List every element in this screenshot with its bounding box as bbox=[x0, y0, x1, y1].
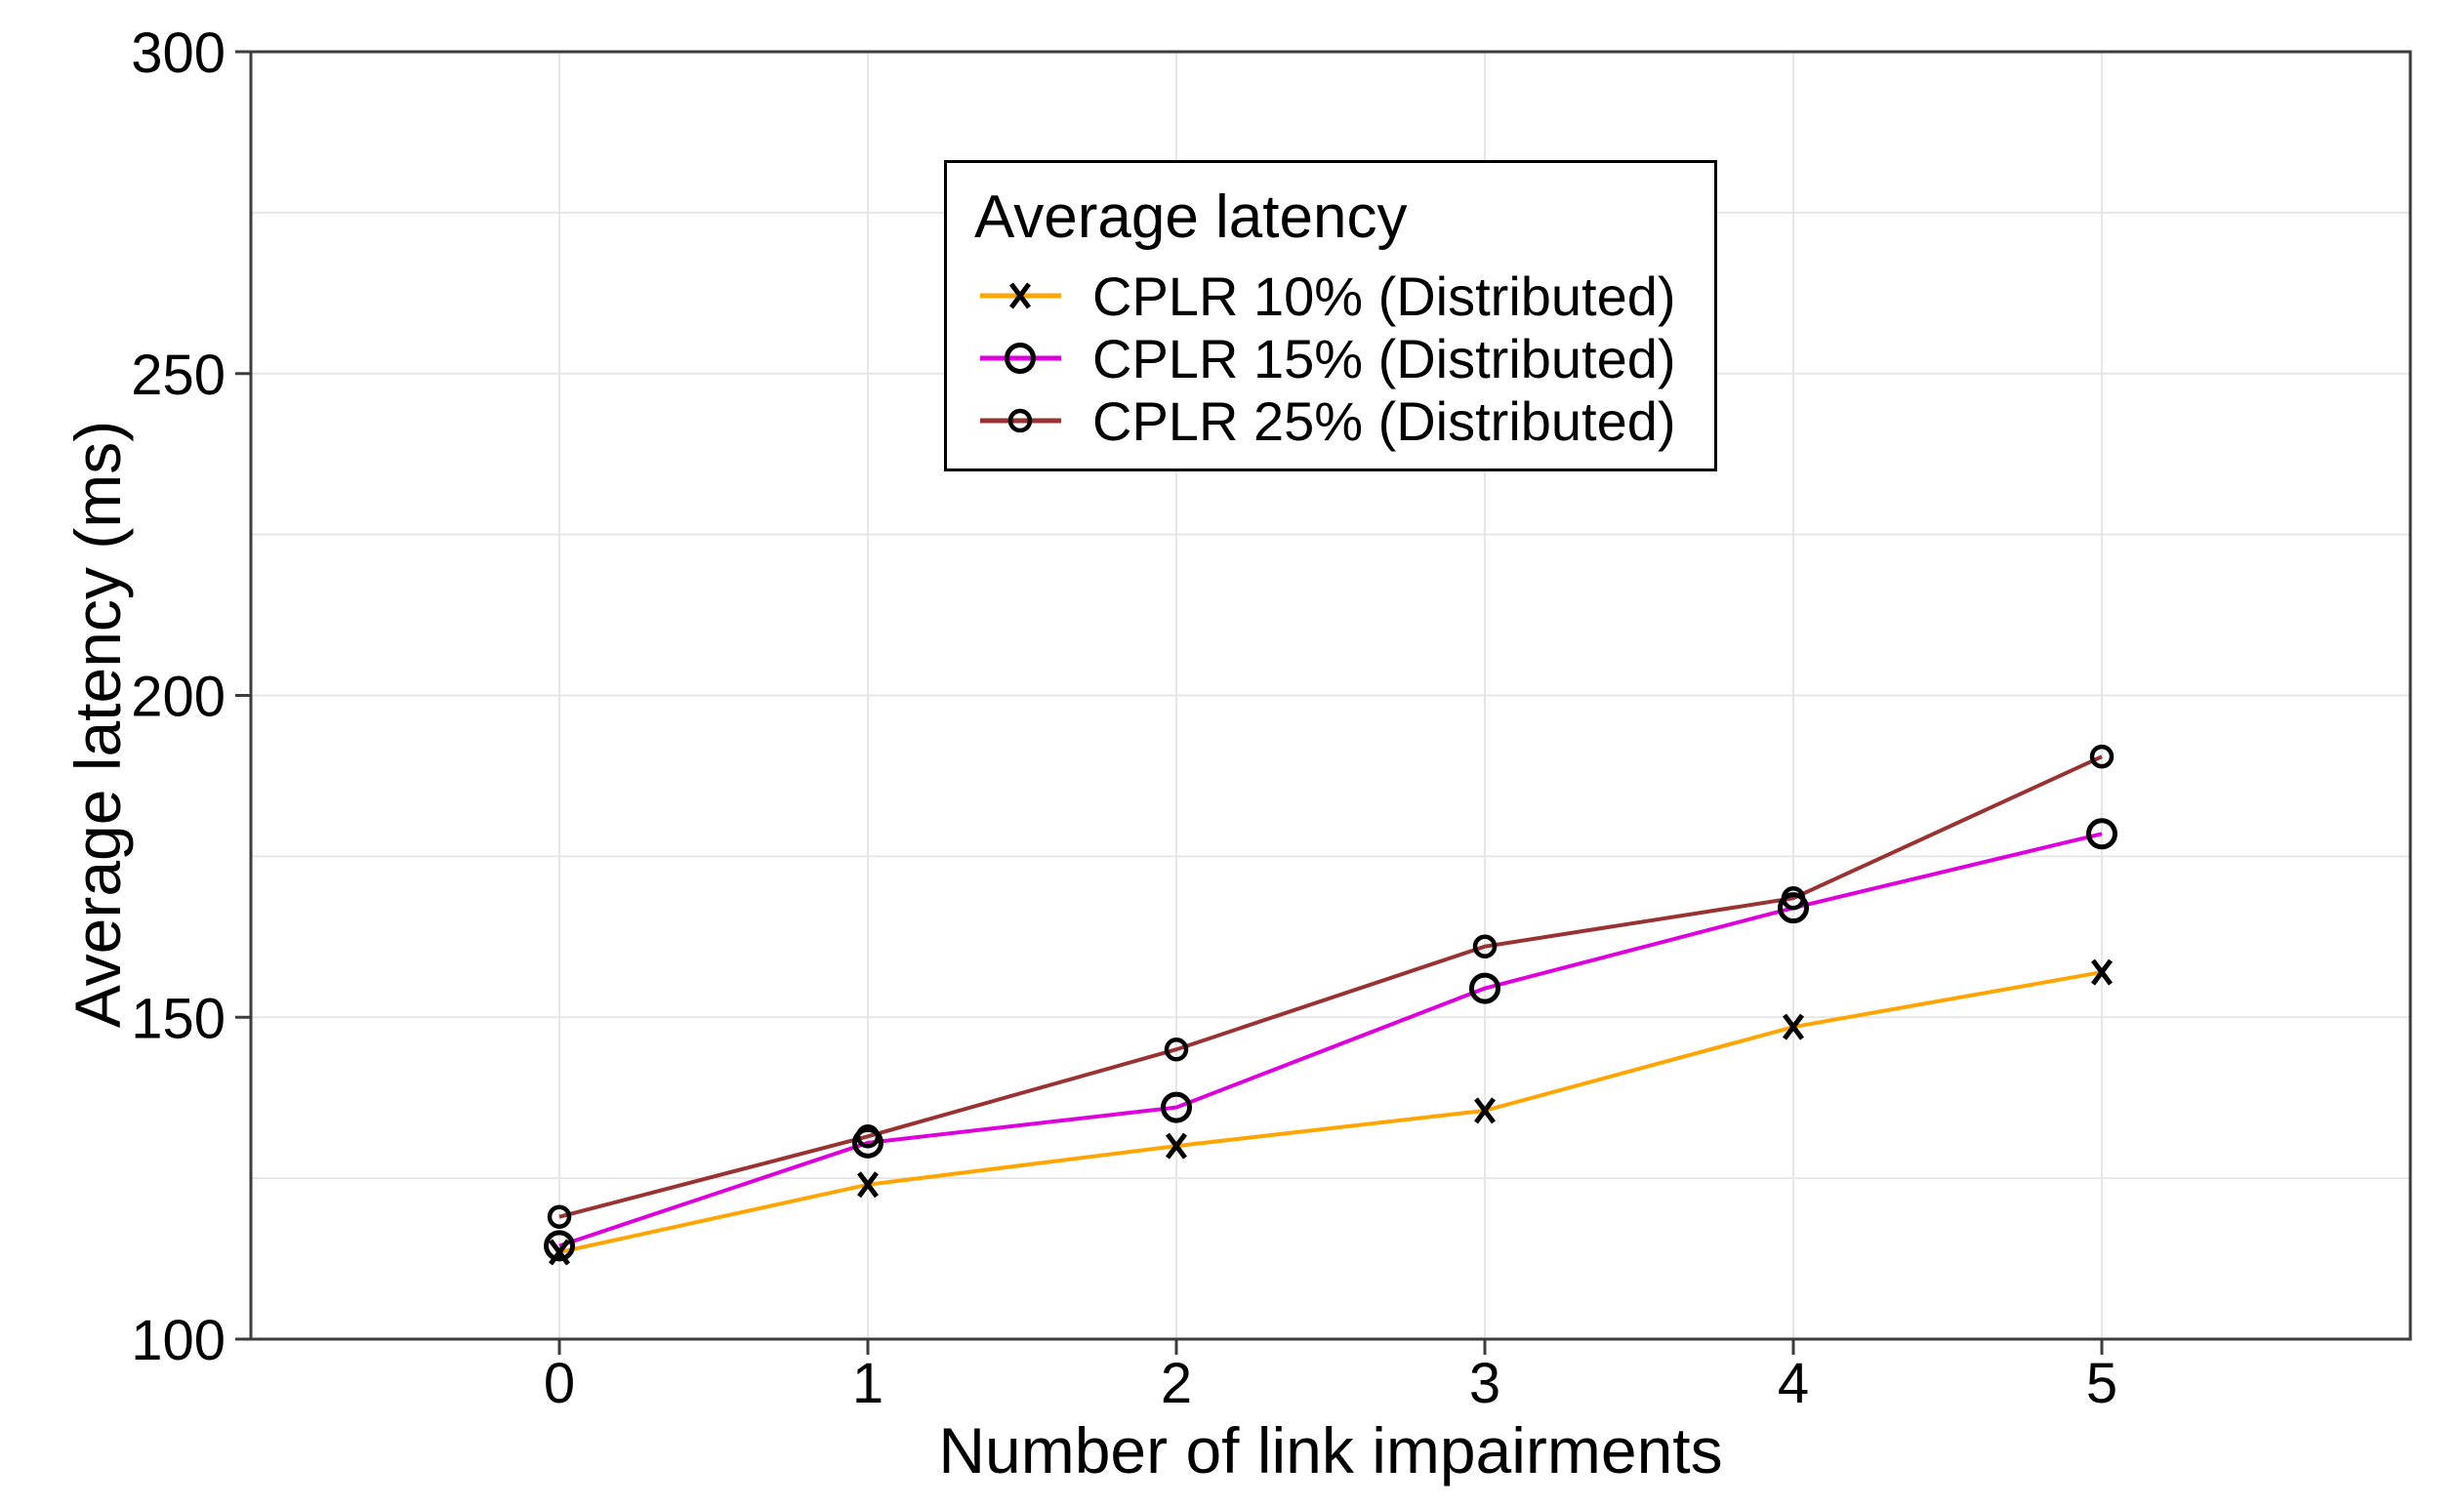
legend: Average latency CPLR 10% (Distributed) CP… bbox=[944, 160, 1717, 471]
circle-marker bbox=[1781, 885, 1806, 911]
x-tick-label: 0 bbox=[544, 1352, 575, 1415]
legend-title: Average latency bbox=[974, 183, 1408, 251]
x-marker-stroke bbox=[2091, 958, 2113, 986]
circle-marker bbox=[2089, 744, 2115, 769]
open-circle bbox=[1469, 972, 1500, 1004]
open-circle bbox=[2086, 818, 2117, 850]
y-tick-label: 100 bbox=[131, 1309, 226, 1372]
x-tick-label: 1 bbox=[852, 1352, 883, 1415]
x-marker bbox=[857, 1171, 879, 1199]
x-marker bbox=[1166, 1132, 1187, 1160]
x-marker-stroke bbox=[857, 1171, 879, 1199]
series-line-cplr-25-distributed- bbox=[558, 754, 2103, 1219]
circle-marker bbox=[1161, 1091, 1192, 1123]
x-axis-title: Number of link impairments bbox=[938, 1414, 1723, 1487]
circle-marker bbox=[1472, 934, 1498, 958]
legend-item-label: CPLR 10% (Distributed) bbox=[1092, 265, 1676, 327]
circle-marker bbox=[547, 1204, 572, 1229]
y-tick-label: 200 bbox=[131, 666, 226, 729]
legend-item-label: CPLR 15% (Distributed) bbox=[1092, 327, 1676, 389]
x-marker-stroke bbox=[1474, 1097, 1496, 1124]
legend-item-label: CPLR 25% (Distributed) bbox=[1092, 389, 1676, 452]
open-circle bbox=[544, 1230, 575, 1262]
legend-item: CPLR 10% (Distributed) bbox=[974, 265, 1687, 327]
x-marker bbox=[2091, 958, 2113, 986]
open-circle bbox=[2089, 744, 2115, 769]
open-circle bbox=[1778, 892, 1809, 924]
circle-marker bbox=[1778, 892, 1809, 924]
x-tick-label: 4 bbox=[1778, 1352, 1809, 1415]
open-circle bbox=[1472, 934, 1498, 958]
circle-marker bbox=[2086, 818, 2117, 850]
open-circle bbox=[1781, 885, 1806, 911]
legend-marker-sample bbox=[980, 343, 1061, 374]
x-tick-label: 2 bbox=[1161, 1352, 1192, 1415]
legend-item: CPLR 15% (Distributed) bbox=[974, 327, 1687, 389]
x-marker-stroke bbox=[1166, 1132, 1187, 1160]
circle-marker bbox=[1164, 1037, 1189, 1062]
open-circle bbox=[855, 1124, 881, 1149]
series-line-cplr-15-distributed- bbox=[558, 832, 2103, 1248]
x-marker bbox=[1009, 282, 1031, 309]
x-marker-stroke bbox=[1783, 1013, 1804, 1040]
circle-marker bbox=[1007, 408, 1033, 433]
y-tick-label: 300 bbox=[131, 21, 226, 85]
circle-marker bbox=[1469, 972, 1500, 1004]
legend-item: CPLR 25% (Distributed) bbox=[974, 389, 1687, 452]
x-tick-label: 3 bbox=[1469, 1352, 1500, 1415]
x-marker bbox=[1783, 1013, 1804, 1040]
open-circle bbox=[1007, 408, 1033, 433]
series-markers-cplr-15-distributed- bbox=[544, 818, 2117, 1262]
legend-marker-sample bbox=[980, 282, 1061, 309]
circle-marker bbox=[852, 1126, 883, 1159]
circle-marker bbox=[1005, 343, 1036, 374]
open-circle bbox=[1164, 1037, 1189, 1062]
x-marker-stroke bbox=[1009, 282, 1031, 309]
series-markers-cplr-10-distributed- bbox=[549, 958, 2113, 1266]
y-tick-label: 250 bbox=[131, 344, 226, 407]
x-tick-label: 5 bbox=[2086, 1352, 2117, 1415]
y-axis-title: Average latency (ms) bbox=[62, 420, 134, 1029]
circle-marker bbox=[855, 1124, 881, 1149]
open-circle bbox=[1005, 343, 1036, 374]
y-tick-label: 150 bbox=[131, 987, 226, 1050]
open-circle bbox=[852, 1126, 883, 1159]
legend-rows: CPLR 10% (Distributed) CPLR 15% (Distribu… bbox=[974, 265, 1687, 452]
circle-marker bbox=[544, 1230, 575, 1262]
series-line-cplr-10-distributed- bbox=[558, 970, 2103, 1254]
open-circle bbox=[1161, 1091, 1192, 1123]
x-marker bbox=[1474, 1097, 1496, 1124]
series-markers-cplr-25-distributed- bbox=[547, 744, 2115, 1229]
legend-marker-sample bbox=[980, 408, 1061, 433]
open-circle bbox=[547, 1204, 572, 1229]
